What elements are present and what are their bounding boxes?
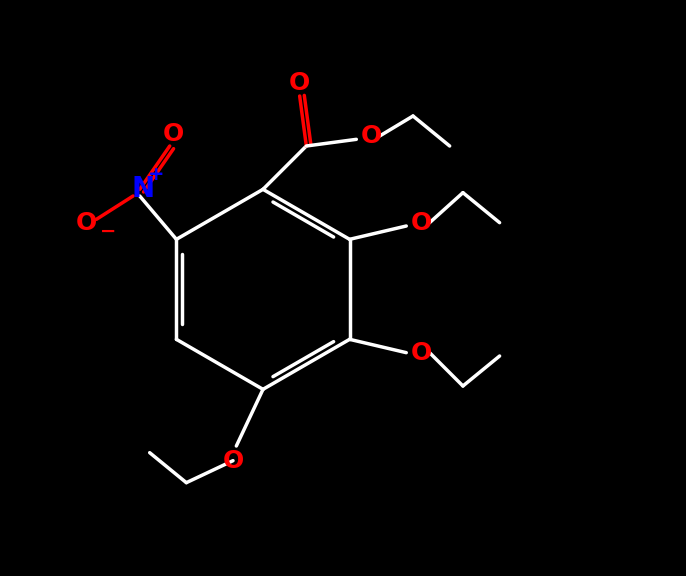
Text: O: O (163, 122, 184, 146)
Text: O: O (222, 449, 244, 473)
Text: O: O (410, 211, 431, 234)
Text: N: N (132, 175, 154, 203)
Text: −: − (99, 222, 116, 241)
Text: O: O (410, 340, 431, 365)
Text: +: + (148, 165, 165, 184)
Text: O: O (360, 124, 381, 148)
Text: O: O (75, 211, 97, 234)
Text: O: O (289, 71, 310, 94)
